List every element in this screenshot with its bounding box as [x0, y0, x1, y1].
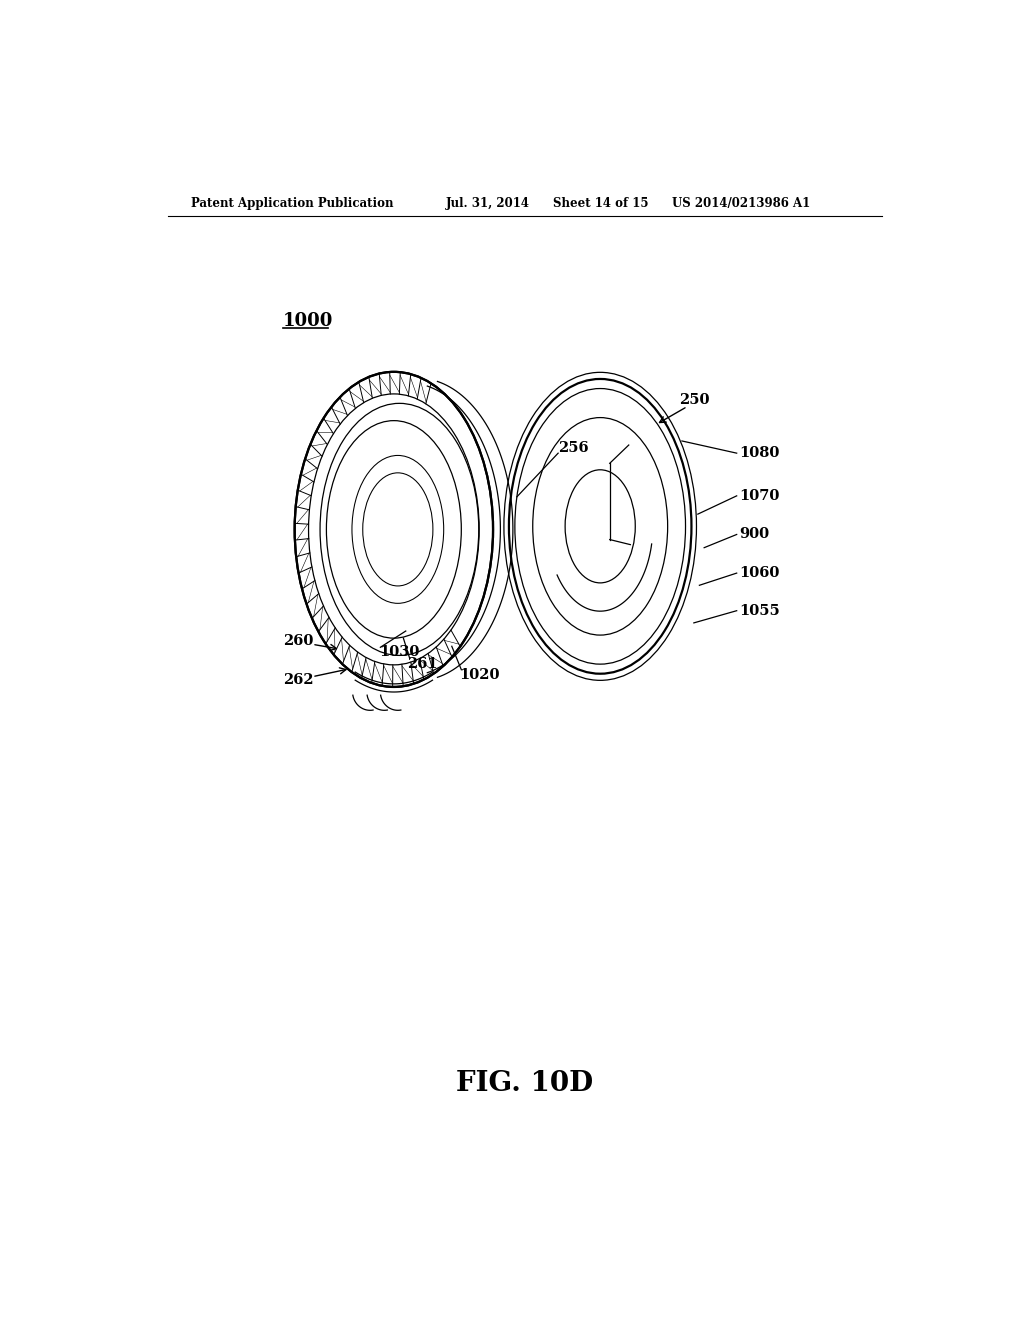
- Text: 250: 250: [680, 393, 710, 408]
- Ellipse shape: [509, 379, 691, 673]
- Text: FIG. 10D: FIG. 10D: [457, 1069, 593, 1097]
- Text: 1055: 1055: [739, 603, 780, 618]
- Ellipse shape: [293, 368, 495, 690]
- Text: 1080: 1080: [739, 446, 779, 461]
- Text: US 2014/0213986 A1: US 2014/0213986 A1: [672, 197, 810, 210]
- Text: 256: 256: [558, 441, 589, 455]
- Text: 1070: 1070: [739, 488, 779, 503]
- Text: 260: 260: [284, 634, 314, 648]
- Text: Jul. 31, 2014: Jul. 31, 2014: [445, 197, 529, 210]
- Text: 262: 262: [284, 673, 314, 686]
- Ellipse shape: [502, 367, 698, 685]
- Text: 261: 261: [408, 656, 438, 671]
- Text: 1060: 1060: [739, 566, 779, 579]
- Text: 900: 900: [739, 528, 769, 541]
- Text: 1030: 1030: [379, 645, 419, 660]
- Text: Sheet 14 of 15: Sheet 14 of 15: [553, 197, 648, 210]
- Text: Patent Application Publication: Patent Application Publication: [191, 197, 394, 210]
- Text: 1020: 1020: [460, 668, 501, 681]
- Text: 1000: 1000: [283, 312, 333, 330]
